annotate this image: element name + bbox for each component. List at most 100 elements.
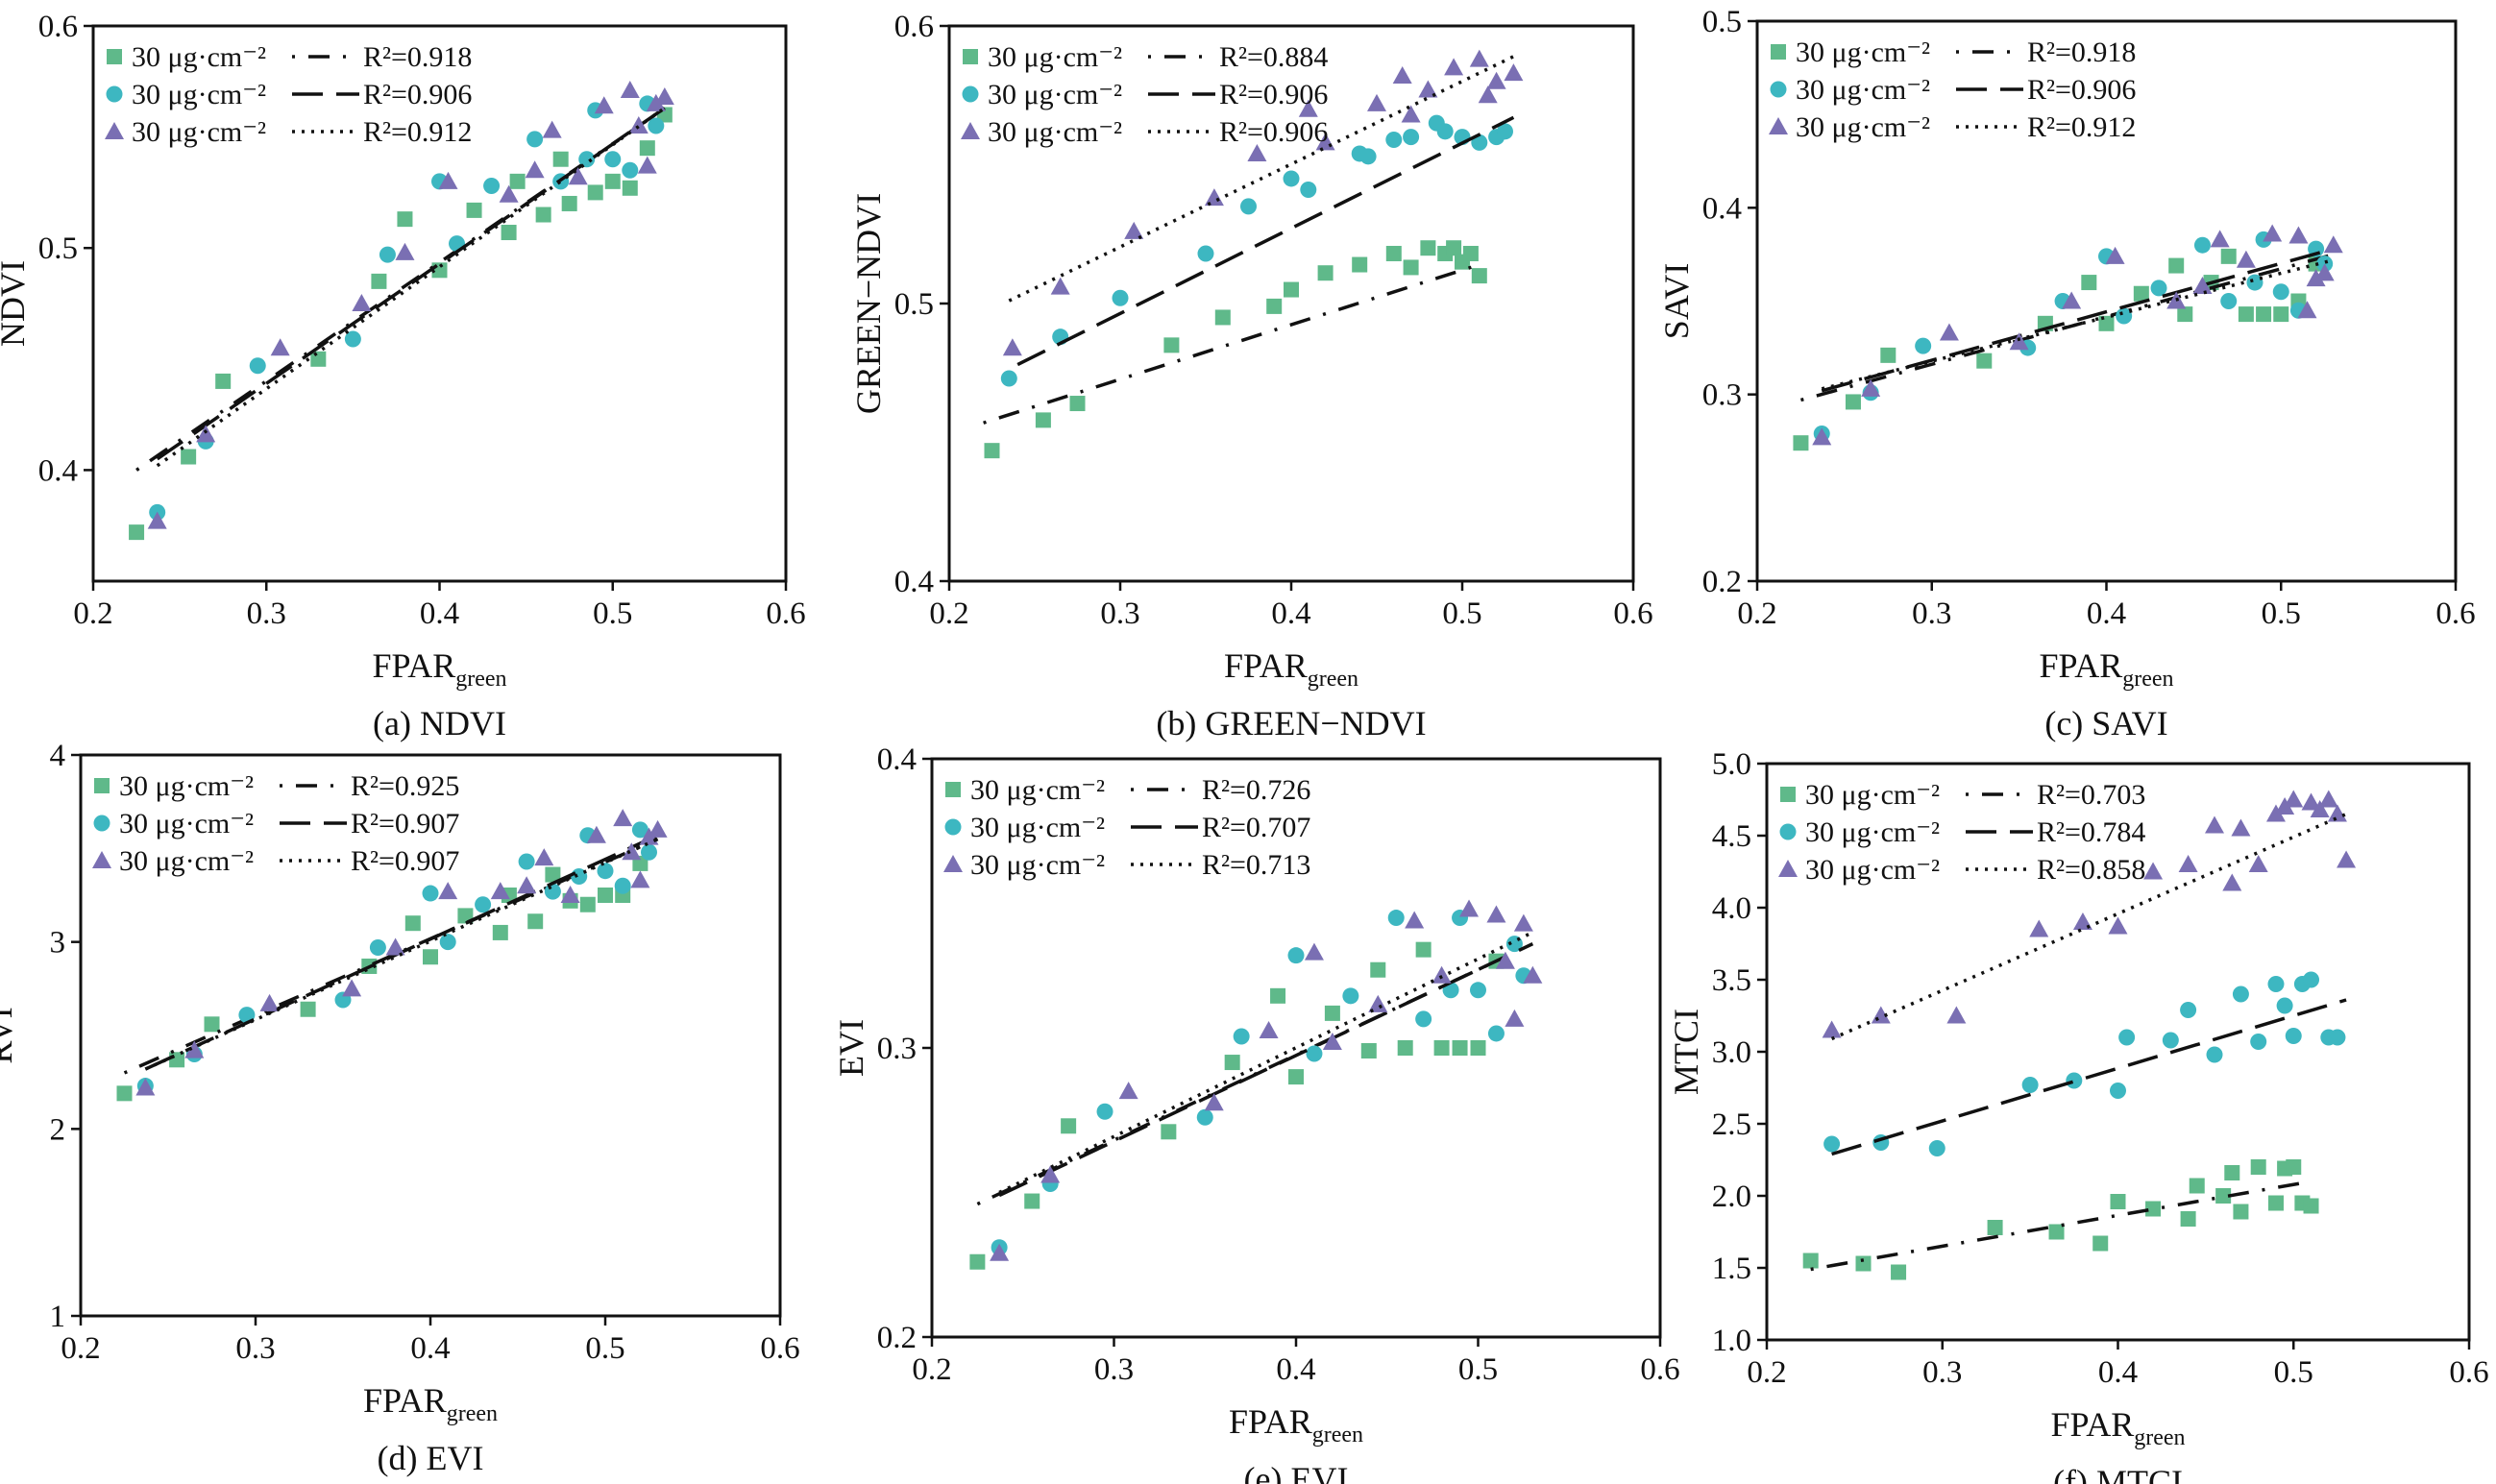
x-tick-label: 0.4 [2098,1355,2138,1390]
data-point-triangle [2297,301,2317,319]
data-point-circle [1196,1108,1213,1126]
data-point-triangle [2323,235,2343,254]
data-point-square [1284,281,1299,298]
y-tick-label: 1.0 [1712,1324,1751,1358]
data-point-circle [1359,148,1377,165]
data-point-triangle [648,819,668,838]
legend-series-name: 30 μg·cm⁻² [132,79,266,110]
data-point-square [1061,1118,1077,1134]
data-point-circle [344,330,361,348]
legend-r2: R²=0.907 [351,808,459,839]
data-point-triangle [1432,965,1452,984]
panel-caption: (d) EVI [378,1439,484,1477]
data-point-circle [1000,370,1017,387]
legend-r2: R²=0.884 [1219,41,1328,73]
data-point-square [1069,396,1086,412]
data-point-triangle [542,120,562,138]
series-circle [1823,971,2347,1156]
data-point-square [1845,394,1861,410]
data-point-triangle [1204,1093,1224,1111]
chart-panel-a: 0.2 0.3 0.4 0.5 0.6 0.4 0.5 0.6 FPARgreen NDVI (a)… [0,10,806,742]
data-point-square [1317,265,1334,281]
data-point-square [371,273,387,289]
y-tick-label: 3 [50,926,66,961]
data-point-circle [526,131,544,148]
data-point-triangle [2314,263,2335,281]
x-tick-label: 0.2 [61,1331,100,1366]
data-point-square [501,225,517,241]
x-axis-title: FPARgreen [372,646,506,692]
x-tick-label: 0.5 [585,1331,624,1366]
data-point-square [2267,1195,2284,1211]
legend-series-name: 30 μg·cm⁻² [132,116,266,148]
data-point-square [1420,240,1436,256]
legend-marker-circle [1770,81,1787,98]
legend-series-name: 30 μg·cm⁻² [988,116,1122,148]
data-point-square [423,949,438,965]
legend-series-name: 30 μg·cm⁻² [970,812,1105,843]
series-triangle [1822,790,2357,1041]
legend-series-name: 30 μg·cm⁻² [1805,854,1940,886]
data-point-triangle [1946,1006,1967,1024]
data-point-circle [1915,337,1932,354]
series-triangle [135,809,668,1096]
data-point-square [1891,1264,1907,1280]
data-point-square [1397,1040,1413,1056]
data-point-square [1987,1220,2003,1235]
data-point-square [984,443,1000,459]
x-axis-title: FPARgreen [2039,646,2173,692]
data-point-triangle [586,825,606,843]
y-tick-label: 0.5 [1702,5,1742,39]
legend-series-name: 30 μg·cm⁻² [119,845,254,877]
data-point-square [1855,1255,1872,1272]
data-point-triangle [1298,99,1318,117]
data-point-triangle [438,882,458,900]
data-point-triangle [385,937,405,956]
data-point-circle [1823,1135,1841,1153]
data-point-square [215,373,232,389]
data-point-square [2098,315,2115,331]
legend-r2: R²=0.726 [1202,774,1310,806]
data-point-circle [1112,289,1129,306]
data-point-triangle [654,86,674,105]
legend-series-name: 30 μg·cm⁻² [970,849,1105,881]
data-point-triangle [2284,790,2304,808]
data-point-triangle [1495,951,1515,969]
data-point-circle [648,117,665,134]
data-point-triangle [2029,919,2049,937]
data-point-square [969,1253,986,1270]
y-axis-title: NDVI [0,260,32,347]
y-axis-title: MTCI [1667,1009,1705,1095]
data-point-square [1161,1124,1177,1140]
data-point-square [1470,1040,1486,1056]
data-point-square [1433,1040,1450,1056]
data-point-square [545,866,561,883]
data-point-circle [2276,997,2293,1014]
legend-r2: R²=0.906 [1219,116,1328,148]
data-point-circle [2118,1029,2136,1046]
x-axis-title-subscript: green [1312,1423,1363,1448]
chart-panel-b: 0.2 0.3 0.4 0.5 0.6 0.4 0.5 0.6 FPARgreen GREEN−N… [849,10,1653,742]
data-point-triangle [2143,862,2164,880]
y-tick-label: 0.6 [38,10,78,44]
data-point-triangle [196,425,216,443]
x-tick-label: 0.6 [2435,596,2475,631]
data-point-circle [439,934,456,951]
y-tick-label: 0.2 [1702,565,1742,599]
data-point-triangle [184,1040,205,1058]
data-point-triangle [2327,804,2347,822]
data-point-triangle [259,993,280,1011]
data-point-circle [2246,274,2264,291]
data-point-square [1163,337,1180,353]
data-point-triangle [147,511,167,529]
plot-frame [930,757,1662,1339]
data-point-square [604,173,621,189]
legend-r2: R²=0.918 [363,41,472,73]
data-point-triangle [2178,855,2198,872]
data-point-triangle [2231,818,2251,837]
x-axis-title-main: FPAR [1229,1402,1312,1441]
data-point-square [466,202,482,218]
data-point-circle [2193,236,2211,254]
data-point-square [552,151,569,167]
x-tick-label: 0.6 [2449,1355,2488,1390]
